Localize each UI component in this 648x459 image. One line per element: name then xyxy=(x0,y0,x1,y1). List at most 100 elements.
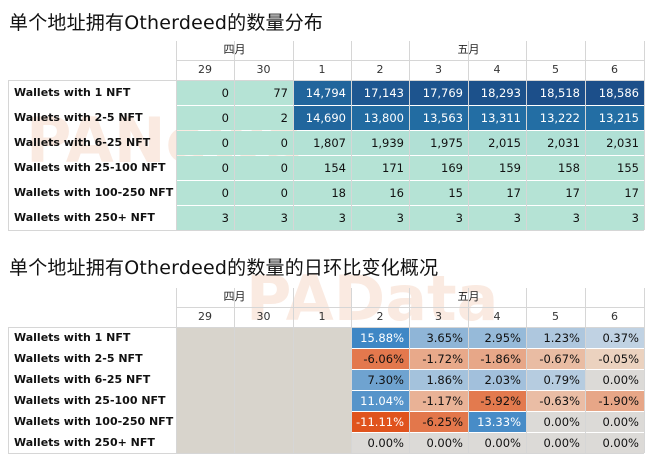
column-header: 4 xyxy=(493,310,501,323)
data-cell: -0.67% xyxy=(527,349,585,369)
column-header: 5 xyxy=(552,310,559,323)
grid-vline xyxy=(585,288,586,453)
data-cell: -1.17% xyxy=(410,391,468,411)
row-label: Wallets with 100-250 NFT xyxy=(14,414,174,428)
data-cell: 13,800 xyxy=(352,106,409,130)
column-header: 5 xyxy=(552,63,559,76)
grid-vline xyxy=(585,41,586,230)
data-cell: 13,563 xyxy=(410,106,468,130)
grid-hline xyxy=(8,80,644,81)
grid-vline xyxy=(409,288,410,453)
data-cell: 2.95% xyxy=(469,328,526,348)
column-header: 30 xyxy=(256,63,271,76)
data-cell: 0 xyxy=(177,156,234,180)
data-cell: 0 xyxy=(177,131,234,155)
data-cell: 17,143 xyxy=(352,81,409,105)
data-cell: 13.33% xyxy=(469,412,526,432)
data-cell: -1.90% xyxy=(586,391,644,411)
grid-vline xyxy=(468,41,469,230)
data-cell: -0.05% xyxy=(586,349,644,369)
grid-hline xyxy=(8,327,644,328)
data-cell: 14,690 xyxy=(294,106,351,130)
data-cell: 0.00% xyxy=(527,412,585,432)
grid-vline xyxy=(293,288,294,453)
row-label: Wallets with 250+ NFT xyxy=(14,210,155,224)
data-cell: 77 xyxy=(235,81,293,105)
data-cell: -11.11% xyxy=(352,412,409,432)
data-cell: 13,311 xyxy=(469,106,526,130)
data-cell: 0.00% xyxy=(586,412,644,432)
grid-vline xyxy=(468,288,469,453)
data-cell: 158 xyxy=(527,156,585,180)
data-cell: 2,031 xyxy=(527,131,585,155)
data-cell: 0.37% xyxy=(586,328,644,348)
row-label: Wallets with 2-5 NFT xyxy=(14,351,143,365)
data-cell: 0 xyxy=(235,156,293,180)
grid-vline xyxy=(526,288,527,453)
data-cell: 3 xyxy=(352,206,409,230)
data-cell: 1,939 xyxy=(352,131,409,155)
table2-title: 单个地址拥有Otherdeed的数量的日环比变化概况 xyxy=(9,257,439,279)
data-cell: 3 xyxy=(469,206,526,230)
data-cell: 3 xyxy=(235,206,293,230)
column-header: 6 xyxy=(611,63,618,76)
data-cell: -6.25% xyxy=(410,412,468,432)
column-header: 6 xyxy=(611,310,618,323)
data-cell: 0.00% xyxy=(469,433,526,453)
data-cell: 0.00% xyxy=(586,370,644,390)
grid-vline xyxy=(526,41,527,230)
data-cell: 0 xyxy=(177,81,234,105)
row-label: Wallets with 100-250 NFT xyxy=(14,185,174,199)
data-cell: 13,222 xyxy=(527,106,585,130)
data-cell: 3 xyxy=(527,206,585,230)
column-header: 3 xyxy=(435,63,442,76)
grid-hline xyxy=(8,453,644,454)
data-cell: -0.63% xyxy=(527,391,585,411)
row-label: Wallets with 6-25 NFT xyxy=(14,135,151,149)
data-cell: 0 xyxy=(235,131,293,155)
data-cell: 2.03% xyxy=(469,370,526,390)
data-cell: 0.00% xyxy=(410,433,468,453)
data-cell: 17,769 xyxy=(410,81,468,105)
empty-region xyxy=(176,327,351,453)
grid-vline xyxy=(644,41,645,230)
grid-vline xyxy=(234,288,235,453)
data-cell: 17 xyxy=(527,181,585,205)
data-cell: 0 xyxy=(177,181,234,205)
data-cell: 18,293 xyxy=(469,81,526,105)
row-label: Wallets with 2-5 NFT xyxy=(14,110,143,124)
grid-vline xyxy=(8,80,9,230)
data-cell: 159 xyxy=(469,156,526,180)
column-header: 1 xyxy=(318,310,326,323)
grid-vline xyxy=(234,41,235,230)
data-cell: 7.30% xyxy=(352,370,409,390)
data-cell: 0.00% xyxy=(527,433,585,453)
data-cell: 1.23% xyxy=(527,328,585,348)
data-cell: 3 xyxy=(294,206,351,230)
row-label: Wallets with 6-25 NFT xyxy=(14,372,151,386)
data-cell: 171 xyxy=(352,156,409,180)
data-cell: -1.72% xyxy=(410,349,468,369)
row-label: Wallets with 25-100 NFT xyxy=(14,393,166,407)
grid-hline xyxy=(8,230,644,231)
column-header: 30 xyxy=(256,310,271,323)
data-cell: 14,794 xyxy=(294,81,351,105)
column-header: 2 xyxy=(376,63,384,76)
data-cell: 18 xyxy=(294,181,351,205)
column-header: 2 xyxy=(376,310,384,323)
data-cell: 0 xyxy=(177,106,234,130)
grid-vline xyxy=(293,41,294,230)
row-label: Wallets with 25-100 NFT xyxy=(14,160,166,174)
row-label: Wallets with 250+ NFT xyxy=(14,435,155,449)
data-cell: 2,031 xyxy=(586,131,644,155)
data-cell: 169 xyxy=(410,156,468,180)
grid-vline xyxy=(176,288,177,453)
column-header: 4 xyxy=(493,63,501,76)
column-header: 1 xyxy=(318,63,326,76)
grid-hline xyxy=(176,60,644,61)
grid-hline xyxy=(176,307,644,308)
grid-vline xyxy=(351,288,352,453)
row-label: Wallets with 1 NFT xyxy=(14,330,131,344)
data-cell: 0 xyxy=(235,181,293,205)
column-header: 3 xyxy=(435,310,442,323)
